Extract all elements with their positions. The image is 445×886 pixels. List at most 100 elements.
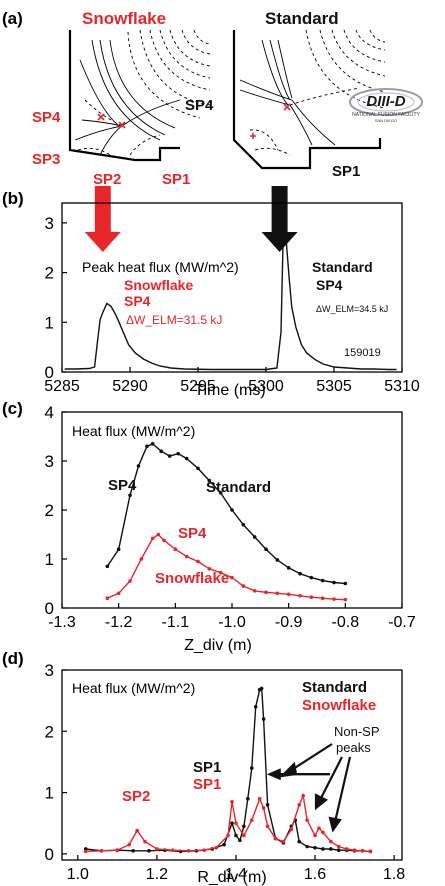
- plot-b: 5285 5290 5295 5300 5305 5310 0 1 2 3 Peak heat f…: [44, 202, 420, 399]
- data-point: [317, 826, 321, 830]
- standard-sp4-label: SP4: [185, 97, 214, 114]
- x-tick-label: -0.7: [388, 614, 416, 631]
- series-line-black: [106, 443, 346, 585]
- data-point: [230, 575, 234, 580]
- series-line-black: [64, 212, 397, 371]
- x-tick-label: 5305: [316, 378, 352, 395]
- plot-b-ticks: 5285 5290 5295 5300 5305 5310 0 1 2 3: [44, 214, 420, 395]
- logo-subtext-2: SAN DIEGO: [375, 118, 397, 123]
- data-point: [264, 590, 268, 595]
- panel-b-label: (b): [2, 189, 24, 208]
- data-point: [257, 796, 262, 801]
- plot-d-ticks: 1.0 1.2 1.4 1.6 1.8 0 1 2 3: [45, 661, 406, 883]
- y-tick-label: 2: [45, 264, 54, 283]
- snowflake-sp3-label: SP3: [32, 151, 60, 168]
- data-point: [313, 833, 317, 838]
- c-standard-sp4: SP4: [108, 477, 137, 494]
- data-point: [222, 842, 226, 847]
- data-point: [230, 508, 234, 512]
- panel-d-label: (d): [2, 649, 24, 668]
- c-inner-title: Heat flux (MW/m^2): [72, 423, 195, 439]
- x-tick-label: -1.3: [48, 614, 76, 631]
- x-tick-label: 1.4: [225, 866, 247, 883]
- standard-time-arrow: [261, 186, 298, 252]
- b-shot-number: 159019: [344, 347, 381, 359]
- data-point: [286, 566, 291, 570]
- x-tick-label: 1.6: [304, 866, 326, 883]
- x-tick-label: 1.2: [146, 866, 168, 883]
- nonsp-arrows: [278, 743, 352, 833]
- data-point: [162, 538, 166, 543]
- x-tick-label: 5290: [112, 378, 148, 395]
- b-snowflake-dw: ΔW_ELM=31.5 kJ: [126, 313, 222, 327]
- data-point: [332, 580, 336, 585]
- plot-b-series: [64, 212, 397, 371]
- data-point: [230, 821, 234, 826]
- data-point: [298, 593, 302, 598]
- data-point: [131, 849, 135, 853]
- data-point: [150, 536, 155, 541]
- data-point: [332, 597, 336, 601]
- data-point: [150, 442, 155, 446]
- data-point: [343, 581, 348, 586]
- data-point: [207, 478, 212, 483]
- data-point: [170, 848, 175, 852]
- b-standard-dw: ΔW_ELM=34.5 kJ: [316, 304, 388, 314]
- d-nonsp-label: Non-SP: [334, 724, 380, 739]
- x-tick-label: -0.8: [332, 614, 360, 631]
- y-tick-label: 0: [45, 363, 54, 382]
- data-point: [336, 844, 341, 849]
- data-point: [368, 849, 373, 854]
- data-point: [238, 838, 242, 843]
- data-point: [234, 821, 238, 826]
- standard-equilibrium: [232, 29, 386, 170]
- data-point: [249, 766, 254, 770]
- data-point: [127, 842, 132, 847]
- c-snowflake-label: Snowflake: [155, 570, 229, 587]
- data-point: [252, 589, 257, 593]
- d-sp1-standard-label: SP1: [193, 759, 221, 776]
- data-point: [116, 591, 121, 596]
- x-tick-label: -0.9: [275, 614, 303, 631]
- panel-a: (a) Snowflake Standard: [2, 9, 423, 188]
- data-point: [155, 847, 159, 851]
- plot-c: -1.3 -1.2 -1.1 -1.0 -0.9 -0.8 -0.7 0 1 2 3 4 Heat f…: [45, 403, 416, 654]
- panel-c-label: (c): [2, 399, 23, 418]
- data-point: [301, 793, 305, 798]
- y-tick-label: 1: [45, 313, 54, 332]
- data-point: [297, 803, 302, 807]
- data-point: [286, 592, 291, 597]
- data-point: [173, 547, 178, 551]
- standard-sp1-label: SP1: [332, 163, 360, 180]
- data-point: [253, 704, 258, 709]
- d-nonsp-label-2: peaks: [336, 740, 371, 755]
- series-line-red: [107, 533, 346, 601]
- x-tick-label: 5295: [180, 378, 216, 395]
- data-point: [135, 828, 139, 833]
- snowflake-sp1-label: SP1: [162, 171, 190, 188]
- x-tick-label: 1.8: [383, 866, 405, 883]
- y-tick-label: 0: [45, 599, 54, 618]
- data-point: [309, 575, 314, 580]
- data-point: [128, 579, 132, 583]
- data-point: [218, 491, 223, 495]
- data-point: [309, 595, 314, 600]
- data-point: [321, 830, 325, 835]
- logo-subtext: NATIONAL FUSION FACILITY: [352, 112, 420, 118]
- y-tick-label: 3: [45, 452, 54, 471]
- data-point: [115, 848, 120, 852]
- x-tick-label: -1.0: [218, 614, 246, 631]
- snowflake-sp4-label: SP4: [32, 109, 61, 126]
- b-snowflake-label: Snowflake: [124, 277, 193, 293]
- data-point: [265, 824, 270, 829]
- data-point: [83, 849, 88, 854]
- data-point: [99, 849, 104, 853]
- data-point: [159, 449, 163, 454]
- x-tick-label: 1.0: [67, 866, 89, 883]
- snowflake-title: Snowflake: [82, 9, 166, 28]
- b-standard-label: Standard: [312, 259, 373, 275]
- b-snowflake-sp4: SP4: [124, 293, 151, 309]
- plot-d-frame: [61, 669, 403, 861]
- y-tick-label: 2: [45, 501, 54, 520]
- data-point: [313, 845, 317, 850]
